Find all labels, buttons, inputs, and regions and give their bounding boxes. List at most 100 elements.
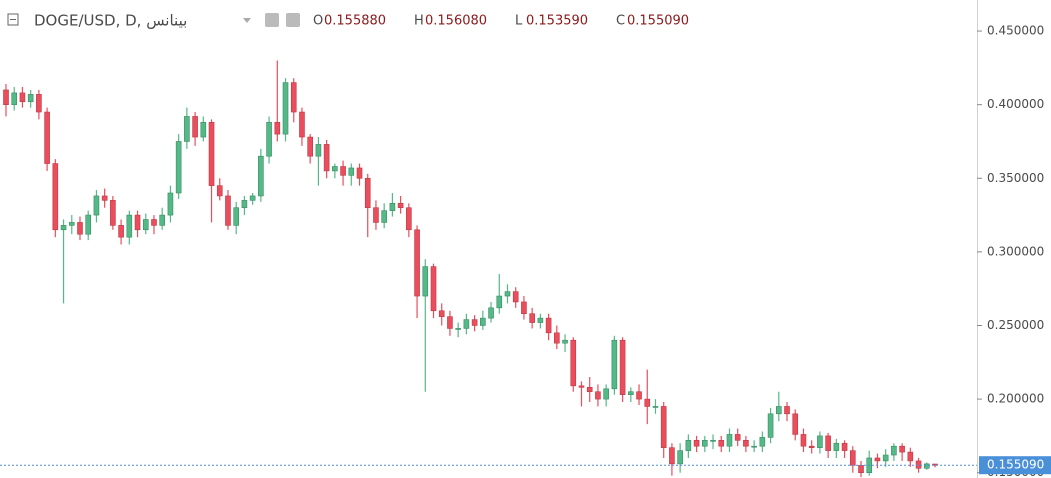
candle-body [3,89,9,105]
y-tick-label: 0.400000 [987,97,1044,111]
candle-body [636,391,642,400]
candle-body [175,141,182,194]
candle-body [200,122,207,138]
candle-body [118,225,124,238]
candle-body [792,413,799,435]
collapse-icon[interactable] [7,13,19,26]
candle-body [455,328,461,330]
plot-area [3,60,938,478]
candle-body [68,222,75,226]
candle-body [570,339,577,387]
candle-body [710,440,716,442]
dropdown-arrow[interactable] [243,18,251,23]
candle-body [307,136,313,157]
last-price-label: 0.155090 [987,458,1044,472]
candle-body [841,442,848,451]
candle-body [167,192,174,216]
candle-body [142,219,149,231]
settings-icon[interactable] [286,13,300,27]
candle-body [315,144,322,157]
candle-body [677,450,683,465]
candle-body [800,434,807,447]
candle-body [562,339,568,344]
y-tick-label: 0.300000 [987,244,1044,258]
candle-body [537,317,544,323]
candle-body [595,391,601,400]
candle-body [817,435,823,448]
candle-body [77,222,83,235]
candle-body [743,440,749,447]
candle-body [529,313,535,323]
candle-body [332,166,338,172]
candle-body [611,339,618,390]
candle-body [603,388,609,400]
candle-body [759,437,766,447]
candle-body [126,214,133,238]
candle-body [134,214,141,231]
candle-body [545,317,552,334]
candle-body [652,406,659,408]
candle-body [36,94,42,113]
candle-body [734,434,741,441]
candle-body [422,266,429,297]
candle-body [340,166,346,176]
candle-body [438,310,445,317]
candle-body [348,167,355,176]
y-tick-label: 0.200000 [987,392,1044,406]
candle-body [669,447,675,465]
candle-body [258,155,264,197]
candle-body [27,94,34,103]
candle-body [249,195,256,201]
eye-icon[interactable] [265,13,279,27]
candle-body [430,266,437,312]
candle-body [874,457,881,462]
candle-body [52,163,59,231]
candle-body [101,195,108,201]
candle-body [389,203,396,211]
candle-body [751,445,757,448]
candle-body [833,442,840,451]
candle-body [184,116,190,142]
candle-body [628,391,634,395]
candle-body [496,295,503,309]
ohlc-value: 0.156080 [425,14,487,29]
candle-body [151,219,157,226]
candle-body [907,451,914,462]
candle-body [923,463,930,469]
candle-body [356,167,363,179]
candle-body [364,177,371,209]
candle-body [578,385,585,388]
candle-body [644,398,651,407]
candle-body [825,435,831,451]
candle-body [19,92,26,103]
candle-body [225,195,231,226]
candle-body [274,122,281,135]
candle-body [447,316,453,329]
candle-body [110,200,116,226]
candle-body [290,82,297,113]
candle-body [44,111,50,164]
candle-body [323,144,330,172]
candle-body [381,210,387,223]
candle-body [159,214,166,226]
candle-body [702,440,708,447]
candle-body [915,460,922,469]
ohlc-key: C [616,14,625,29]
candle-body [718,440,725,447]
y-tick-label: 0.350000 [987,171,1044,185]
candle-body [60,225,67,231]
candle-body [299,111,305,138]
candle-body [512,291,519,303]
candle-body [932,463,938,466]
candle-body [241,200,248,209]
candle-body [784,406,790,415]
ohlc-key: O [313,14,323,29]
candle-body [521,301,527,315]
candle-body [266,122,272,157]
candle-body [93,195,100,216]
candle-body [11,92,18,105]
candle-body [463,319,470,329]
y-tick-label: 0.450000 [987,24,1044,38]
candle-body [767,413,774,438]
